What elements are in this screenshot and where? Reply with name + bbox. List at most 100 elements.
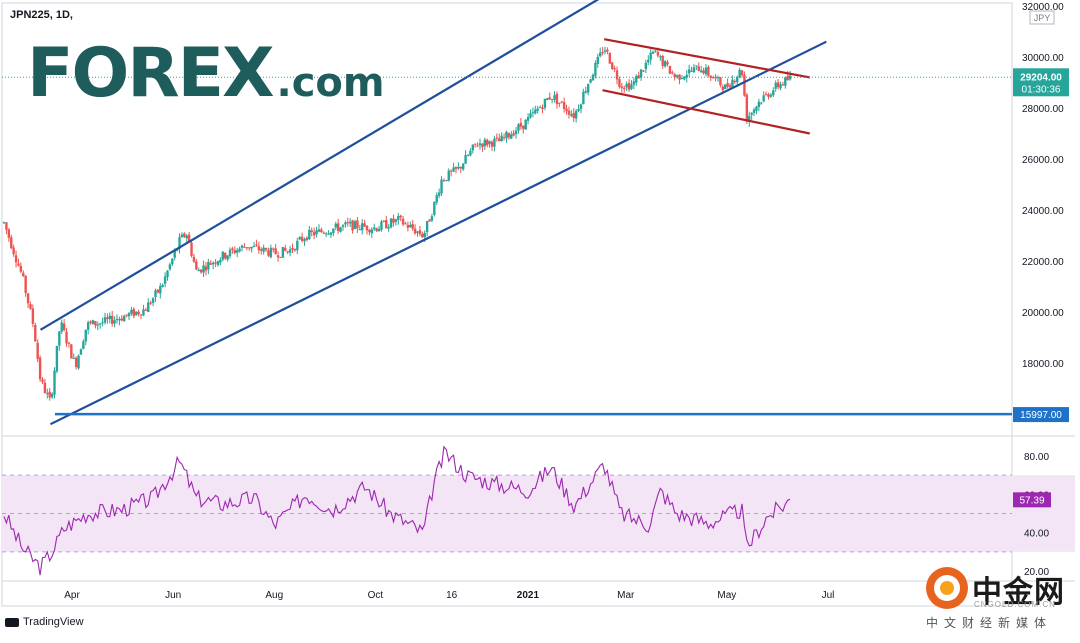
candle-body [654,50,657,52]
candle-body [757,101,761,108]
candle [719,76,722,88]
candle [630,80,633,91]
candle-body [303,239,306,242]
candle [502,133,506,141]
candle-body [466,155,470,157]
candle-body [635,76,638,83]
candle [267,247,270,257]
candle-body [365,225,369,231]
candle-body [620,86,624,89]
candle [586,83,590,96]
candle [334,221,337,231]
candle [226,254,229,262]
candle-body [214,262,217,264]
candle [442,178,446,182]
candle-body [305,237,309,241]
candle-body [425,221,429,233]
candle [262,244,265,255]
candle-body [433,201,436,215]
candle-body [445,180,448,182]
candle-body [692,67,696,73]
candle-body [211,262,215,265]
candle [690,66,693,72]
candle-body [351,220,354,231]
candle [642,69,645,73]
candle-body [659,56,662,58]
candle [495,133,499,142]
candle [394,218,398,226]
candle-body [48,391,51,398]
candle-body [240,245,244,248]
candle [397,212,400,225]
candle [272,247,275,253]
candle-body [243,246,246,248]
currency-box [1029,10,1055,25]
watermark-subtitle: 中文财经新媒体 [926,616,1053,630]
candle [459,166,462,173]
candle-body [161,285,164,287]
candle [94,320,97,329]
candle [279,256,282,258]
candle [339,226,342,233]
tradingview-label: TradingView [23,616,84,628]
candle-body [779,84,782,89]
candle-body [373,227,376,230]
candle [531,107,535,118]
candle-body [10,237,13,249]
candle-body [613,68,616,70]
candle-body [454,166,458,169]
candle-body [493,138,496,147]
candle-body [341,225,345,227]
candle-body [776,82,780,88]
candle [281,246,285,258]
candle [493,135,496,152]
candle [178,233,181,254]
candle-body [507,133,511,138]
candle-body [300,236,304,241]
candle [425,220,429,237]
candle [671,70,674,75]
candle [471,144,474,154]
candle [481,143,484,152]
candle-body [673,74,676,78]
candle-body [726,83,729,87]
candle-body [714,77,717,79]
candle [498,133,501,142]
candle-body [762,95,765,102]
candle-body [221,251,224,260]
candle-body [279,256,282,258]
candle-body [416,231,419,233]
candle [639,69,643,81]
tradingview-icon [5,617,19,627]
candle-body [401,218,405,225]
candle-body [149,302,152,304]
candle-body [135,311,138,316]
candle [284,244,287,252]
candle [166,269,169,281]
candle [760,101,763,105]
candle [197,267,200,272]
candle [161,283,164,288]
candle [430,213,434,223]
candle [596,53,600,68]
candle [300,232,304,243]
candle [651,50,655,55]
candle-body [166,270,169,278]
price-tick-label: 24000.00 [1022,206,1064,217]
candle-body [459,166,462,169]
candle [380,219,383,232]
candle [404,221,407,225]
candle [96,321,99,331]
candle-body [671,72,674,74]
candle [84,329,87,346]
candle-body [606,49,609,52]
candle-body [572,112,575,119]
candle [627,79,631,92]
candle [113,316,116,328]
candle [433,201,436,217]
candle [707,65,710,78]
candle-body [202,265,205,273]
candle-body [524,119,527,130]
